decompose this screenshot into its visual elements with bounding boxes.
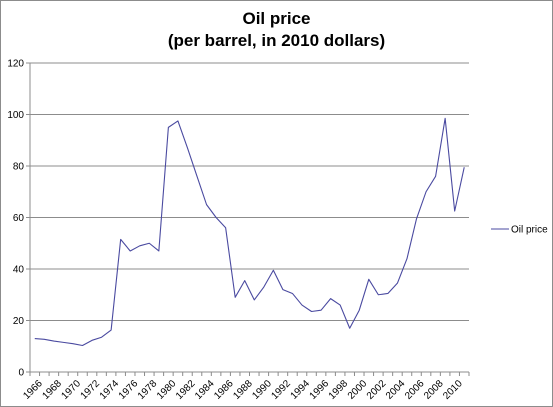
chart-subtitle: (per barrel, in 2010 dollars) <box>167 31 386 50</box>
x-tick-label: 1966 <box>21 378 45 402</box>
y-tick-label: 120 <box>7 59 24 70</box>
y-tick-label: 80 <box>13 162 25 173</box>
x-tick-label: 1974 <box>98 378 122 402</box>
x-tick-label: 1988 <box>231 378 255 402</box>
x-tick-label: 1970 <box>60 378 84 402</box>
x-tick-label: 1992 <box>269 378 293 402</box>
x-tick-label: 1982 <box>174 378 198 402</box>
y-tick-label: 60 <box>13 213 25 224</box>
x-tick-label: 1996 <box>308 378 332 402</box>
x-tick-label: 1976 <box>117 378 141 402</box>
y-tick-label: 100 <box>7 110 24 121</box>
series-line-0 <box>34 117 465 347</box>
y-tick-label: 0 <box>18 368 24 379</box>
x-tick-label: 1984 <box>193 378 217 402</box>
x-tick-label: 1994 <box>289 378 313 402</box>
x-tick-label: 2000 <box>346 378 370 402</box>
y-axis-tick-labels: 0 20 40 60 80 100 120 <box>7 59 24 379</box>
x-tick-label: 2006 <box>403 378 427 402</box>
x-tick-label: 2004 <box>384 378 408 402</box>
chart-title-block: Oil price (per barrel, in 2010 dollars) <box>0 8 553 52</box>
axes <box>26 62 470 376</box>
x-axis-tick-labels: 1966196819701972197419761978198019821984… <box>21 378 465 402</box>
y-tick-label: 20 <box>13 316 25 327</box>
series-layer <box>34 117 465 347</box>
x-tick-label: 2002 <box>365 378 389 402</box>
y-tick-label: 40 <box>13 265 25 276</box>
x-tick-label: 1968 <box>40 378 64 402</box>
x-tick-label: 1990 <box>250 378 274 402</box>
x-tick-label: 1998 <box>327 378 351 402</box>
legend-label: Oil price <box>511 225 548 236</box>
x-tick-label: 1972 <box>79 378 103 402</box>
x-tick-label: 2010 <box>441 378 465 402</box>
legend: Oil price <box>491 225 548 236</box>
gridlines <box>30 62 469 321</box>
x-tick-label: 1986 <box>212 378 236 402</box>
x-tick-label: 1978 <box>136 378 160 402</box>
chart-title: Oil price <box>242 9 311 28</box>
x-tick-label: 1980 <box>155 378 179 402</box>
x-tick-label: 2008 <box>422 378 446 402</box>
